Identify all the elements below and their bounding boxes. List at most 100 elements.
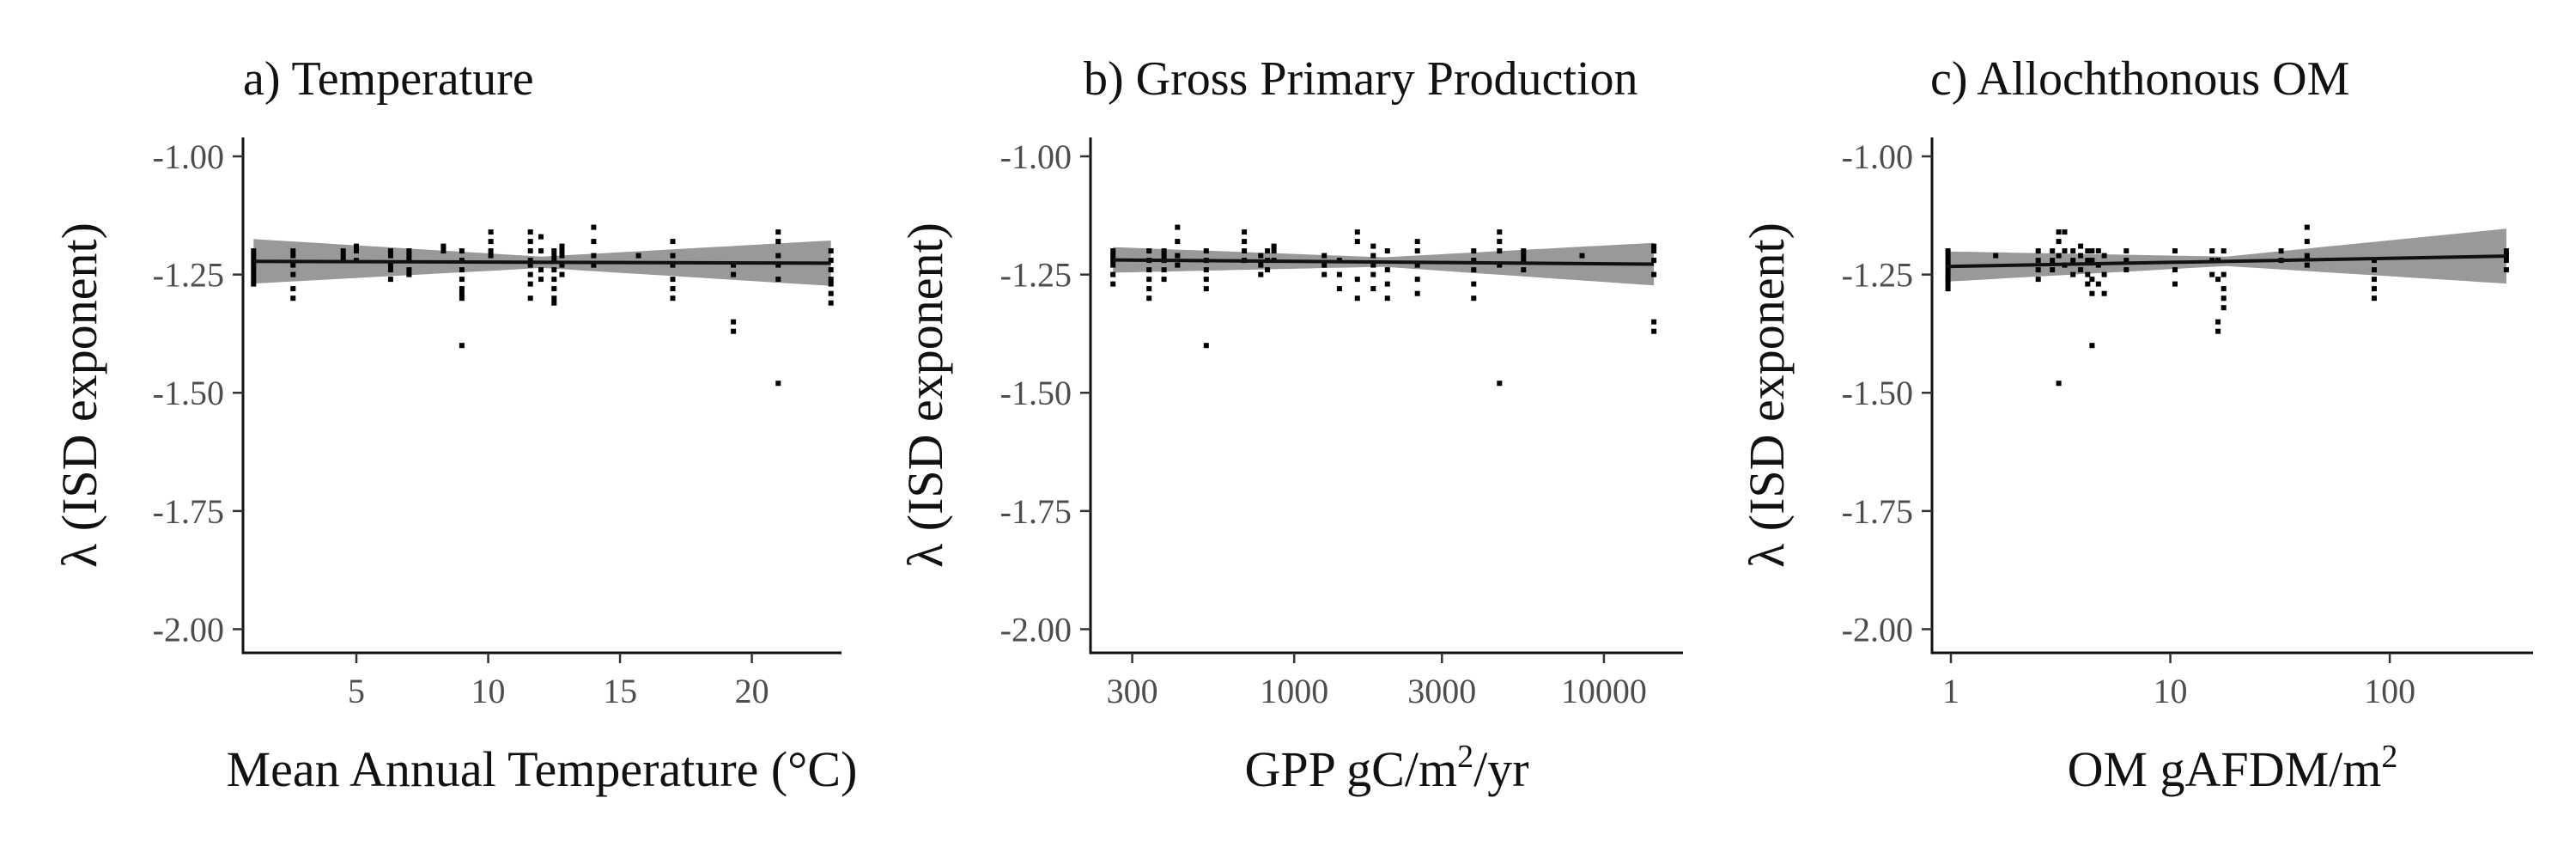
data-point xyxy=(2221,305,2227,311)
data-point xyxy=(1354,239,1360,245)
data-point xyxy=(1110,281,1116,287)
data-point xyxy=(387,248,393,254)
data-point xyxy=(551,267,557,273)
panel-gpp: b) Gross Primary Production λ (ISD expon… xyxy=(897,52,1683,797)
data-point xyxy=(1370,253,1376,259)
data-point xyxy=(1651,271,1657,277)
data-point xyxy=(828,277,834,283)
data-point xyxy=(1471,281,1477,287)
data-point xyxy=(670,295,676,302)
data-point xyxy=(2050,248,2056,254)
data-point xyxy=(1242,248,1248,254)
data-point xyxy=(1945,258,1951,264)
data-point xyxy=(2215,319,2221,325)
fit-line xyxy=(253,259,831,265)
data-point xyxy=(251,281,257,287)
data-point xyxy=(2056,381,2062,387)
data-point xyxy=(251,248,257,254)
data-point xyxy=(731,262,737,268)
data-point xyxy=(251,262,257,268)
data-point xyxy=(340,253,346,259)
data-point xyxy=(828,248,834,254)
data-point xyxy=(2503,258,2509,264)
y-tick-label: -1.25 xyxy=(1842,256,1913,295)
data-point xyxy=(290,295,296,302)
data-point xyxy=(1471,248,1477,254)
data-point xyxy=(2062,248,2068,254)
data-point xyxy=(1471,295,1477,302)
data-point xyxy=(406,267,412,273)
y-axis-label: λ (ISD exponent) xyxy=(897,222,953,568)
y-tick-label: -1.00 xyxy=(1000,137,1072,176)
data-point xyxy=(1354,295,1360,302)
data-point xyxy=(387,267,393,273)
y-axis-label: λ (ISD exponent) xyxy=(52,222,107,568)
data-point xyxy=(538,234,544,240)
data-point xyxy=(459,267,465,273)
data-point xyxy=(635,253,641,259)
data-point xyxy=(551,277,557,283)
data-point xyxy=(2078,253,2084,259)
data-point xyxy=(2056,239,2062,245)
data-point xyxy=(559,262,565,268)
y-tick-label: -2.00 xyxy=(153,610,224,649)
data-point xyxy=(1651,319,1657,325)
data-point xyxy=(459,277,465,283)
data-point xyxy=(1384,248,1390,254)
x-tick-label: 300 xyxy=(1107,672,1158,710)
fit-line xyxy=(1113,258,1655,266)
data-point xyxy=(2062,229,2068,235)
data-point xyxy=(1384,295,1390,302)
data-point xyxy=(1497,262,1503,268)
data-point xyxy=(488,239,494,245)
data-point xyxy=(1521,253,1527,259)
data-point xyxy=(1242,239,1248,245)
x-axis-label-superscript: 2 xyxy=(2381,739,2397,775)
data-point xyxy=(2372,277,2377,283)
data-point xyxy=(2123,248,2129,254)
data-point xyxy=(340,248,346,254)
data-point xyxy=(1370,286,1376,292)
data-point xyxy=(2209,271,2215,277)
data-point xyxy=(1146,295,1152,302)
data-point xyxy=(459,343,465,349)
data-point xyxy=(1110,262,1116,268)
data-point xyxy=(2503,253,2509,259)
data-point xyxy=(2503,248,2509,254)
data-point xyxy=(2215,328,2221,334)
data-point xyxy=(2123,267,2129,273)
data-point xyxy=(551,248,557,254)
y-tick-label: -1.75 xyxy=(1000,492,1072,531)
data-point xyxy=(2085,258,2091,264)
data-point xyxy=(1370,243,1376,249)
data-point xyxy=(2085,271,2091,277)
data-point xyxy=(1146,248,1152,254)
data-point xyxy=(670,286,676,292)
data-point xyxy=(1271,248,1277,254)
x-axis-label-superscript: 2 xyxy=(1457,739,1473,775)
data-point xyxy=(2085,281,2091,287)
data-point xyxy=(591,239,597,245)
data-point xyxy=(1414,239,1420,245)
data-point xyxy=(2172,281,2178,287)
data-point xyxy=(406,253,412,259)
data-point xyxy=(527,229,533,235)
data-point xyxy=(1203,277,1209,283)
x-axis-label-suffix: /yr xyxy=(1473,741,1528,797)
data-point xyxy=(290,271,296,277)
data-point xyxy=(1414,277,1420,283)
data-point xyxy=(527,295,533,302)
data-point xyxy=(1110,271,1116,277)
data-point xyxy=(2372,295,2377,302)
x-axis-label: GPP gC/m2/yr xyxy=(1244,739,1528,797)
data-point xyxy=(2278,248,2284,254)
data-point xyxy=(2035,248,2041,254)
data-point xyxy=(2035,267,2041,273)
data-point xyxy=(2089,258,2095,264)
data-point xyxy=(1945,286,1951,292)
data-point xyxy=(1175,262,1181,268)
data-point xyxy=(2304,239,2310,245)
data-point xyxy=(1414,248,1420,254)
data-point xyxy=(387,277,393,283)
data-point xyxy=(1414,262,1420,268)
